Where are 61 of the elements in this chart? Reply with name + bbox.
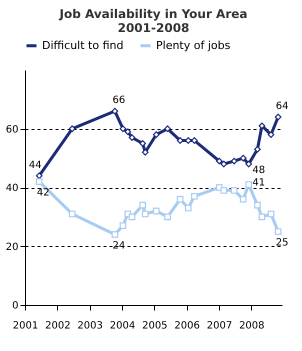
legend-label: Difficult to find — [42, 38, 124, 52]
x-tick-label: 2007 — [206, 320, 232, 332]
point — [152, 131, 160, 138]
point — [230, 158, 238, 164]
point — [68, 125, 76, 132]
point — [268, 210, 274, 218]
annotation: 44 — [28, 160, 42, 171]
point — [124, 128, 132, 136]
point — [258, 214, 266, 220]
point — [245, 160, 252, 168]
annotation: 41 — [252, 178, 266, 189]
point — [68, 210, 76, 218]
point — [184, 204, 192, 212]
point — [191, 192, 198, 200]
point — [176, 196, 184, 203]
point — [112, 231, 118, 238]
point — [139, 202, 146, 208]
point — [164, 125, 171, 132]
x-tick-label: 2008 — [239, 320, 265, 332]
x-tick-label: 2002 — [45, 320, 71, 332]
annotation: 64 — [276, 101, 288, 112]
point — [142, 210, 149, 218]
point — [191, 137, 198, 144]
point — [139, 140, 146, 147]
point — [220, 160, 228, 168]
point — [274, 228, 282, 235]
point — [164, 214, 171, 220]
x-tick-label: 2005 — [142, 320, 168, 332]
y-tick-label: 40 — [6, 183, 18, 194]
point — [220, 187, 228, 194]
x-tick-label: 2004 — [110, 320, 136, 332]
point — [240, 196, 247, 203]
point — [152, 208, 160, 214]
point — [254, 202, 261, 208]
point — [120, 125, 126, 132]
annotation: 25 — [276, 238, 288, 249]
point — [254, 146, 261, 153]
point — [120, 222, 126, 230]
y-tick-label: 60 — [6, 124, 18, 136]
point — [112, 108, 118, 114]
point — [36, 178, 43, 185]
point — [268, 131, 274, 138]
point — [274, 114, 282, 120]
legend-label: Plenty of jobs — [156, 38, 231, 52]
x-tick-label: 2001 — [12, 320, 38, 332]
y-tick-label: 0 — [12, 300, 18, 312]
point — [128, 134, 136, 141]
point — [240, 154, 247, 162]
annotation: 66 — [112, 95, 126, 106]
point — [128, 214, 136, 220]
point — [216, 158, 223, 164]
point — [36, 172, 43, 180]
point — [245, 181, 252, 188]
text: Job Availability in Your Area — [60, 7, 248, 21]
point — [230, 187, 238, 194]
text: 2001-2008 — [118, 21, 190, 35]
x-tick-label: 2006 — [174, 320, 200, 332]
annotation: 48 — [252, 165, 266, 176]
x-tick-label: 2003 — [77, 320, 103, 332]
y-tick-label: 20 — [6, 242, 18, 253]
annotation: 42 — [36, 188, 50, 199]
